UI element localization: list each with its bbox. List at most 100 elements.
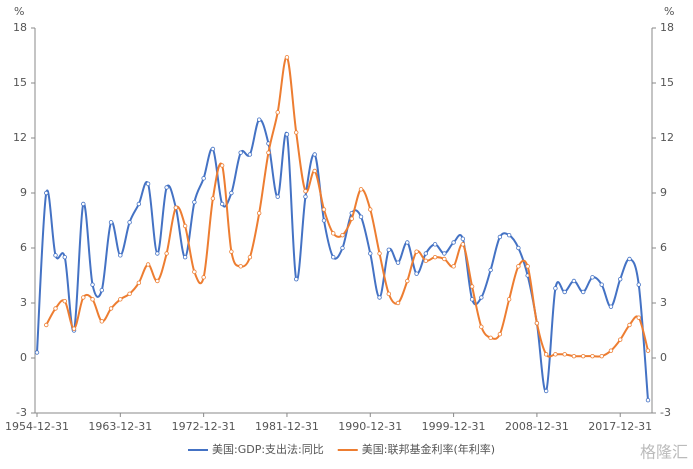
y2-tick-label: 9 (660, 186, 667, 199)
data-point (229, 190, 234, 196)
data-point (192, 269, 197, 275)
data-point (99, 287, 105, 293)
data-point (62, 254, 67, 260)
data-point (266, 150, 271, 155)
x-tick-label: 2008-12-31 (505, 420, 569, 433)
data-point (571, 278, 577, 284)
data-point (53, 306, 58, 311)
data-point (358, 187, 364, 192)
data-point (618, 276, 623, 282)
data-point (182, 254, 188, 260)
data-point (136, 201, 142, 207)
data-point (599, 353, 604, 359)
data-point (636, 282, 641, 287)
data-point (627, 256, 632, 262)
y2-tick-label: -3 (660, 406, 671, 419)
data-point (155, 251, 160, 256)
data-point (238, 150, 243, 155)
data-point (81, 295, 86, 300)
y-tick-label: 6 (20, 241, 27, 254)
data-point (256, 210, 262, 216)
data-point (599, 282, 604, 287)
data-point (331, 231, 336, 236)
data-point (331, 254, 336, 260)
data-point (145, 262, 151, 267)
data-point (377, 295, 382, 300)
data-point (312, 152, 317, 157)
y-tick-label: 3 (20, 296, 27, 309)
data-point (256, 117, 262, 122)
data-point (386, 291, 391, 297)
data-point (618, 337, 623, 342)
data-point (460, 236, 466, 242)
data-point (164, 251, 169, 256)
data-point (553, 286, 558, 291)
data-point (303, 194, 308, 199)
data-point (405, 240, 410, 245)
data-point (488, 335, 493, 341)
data-point (229, 249, 234, 254)
data-point (395, 260, 401, 265)
data-point (340, 232, 345, 238)
data-point (469, 284, 475, 289)
data-point (62, 298, 67, 304)
data-point (395, 300, 401, 306)
y-tick-label: 15 (13, 76, 27, 89)
data-point (423, 258, 429, 264)
data-point (451, 264, 456, 269)
y-axis-label: % (14, 5, 24, 18)
data-point (164, 185, 169, 190)
y2-tick-label: 3 (660, 296, 667, 309)
x-tick-label: 1999-12-31 (422, 420, 486, 433)
data-point (358, 214, 364, 220)
data-point (108, 306, 114, 311)
data-point (90, 297, 95, 302)
x-tick-label: 1990-12-31 (338, 420, 402, 433)
y2-axis-label: % (664, 5, 674, 18)
data-point (284, 55, 290, 60)
data-point (590, 353, 595, 359)
y-tick-label: 18 (13, 21, 27, 34)
data-point (368, 251, 373, 256)
x-tick-label: 1963-12-31 (88, 420, 152, 433)
data-point (423, 251, 429, 256)
data-point (108, 220, 114, 225)
data-point (608, 304, 614, 309)
data-point (516, 264, 521, 269)
data-point (34, 350, 40, 355)
legend-label: 美国:联邦基金利率(年利率) (362, 442, 495, 456)
data-point (321, 218, 327, 223)
y2-tick-label: 15 (660, 76, 674, 89)
data-point (173, 205, 179, 210)
data-point (294, 130, 299, 135)
data-point (44, 322, 49, 328)
data-point (543, 352, 549, 357)
data-point (201, 275, 206, 280)
data-point (414, 249, 419, 254)
data-point (506, 232, 512, 238)
data-point (543, 388, 549, 394)
data-point (497, 331, 503, 337)
data-point (312, 168, 317, 174)
data-point (145, 181, 151, 187)
data-point (192, 199, 197, 205)
data-point (294, 276, 299, 282)
data-point (553, 352, 558, 357)
data-point (442, 256, 447, 262)
data-point (645, 348, 651, 353)
data-point (71, 326, 77, 331)
data-point (580, 353, 586, 359)
data-point (81, 201, 86, 207)
y2-tick-label: 0 (660, 351, 667, 364)
data-point (432, 242, 438, 247)
data-point (479, 295, 484, 300)
data-point (127, 291, 132, 297)
data-point (580, 289, 586, 295)
data-point (562, 352, 567, 357)
data-point (201, 176, 206, 181)
data-point (219, 201, 225, 207)
data-point (506, 297, 512, 302)
x-tick-label: 1981-12-31 (255, 420, 319, 433)
data-point (525, 264, 530, 269)
